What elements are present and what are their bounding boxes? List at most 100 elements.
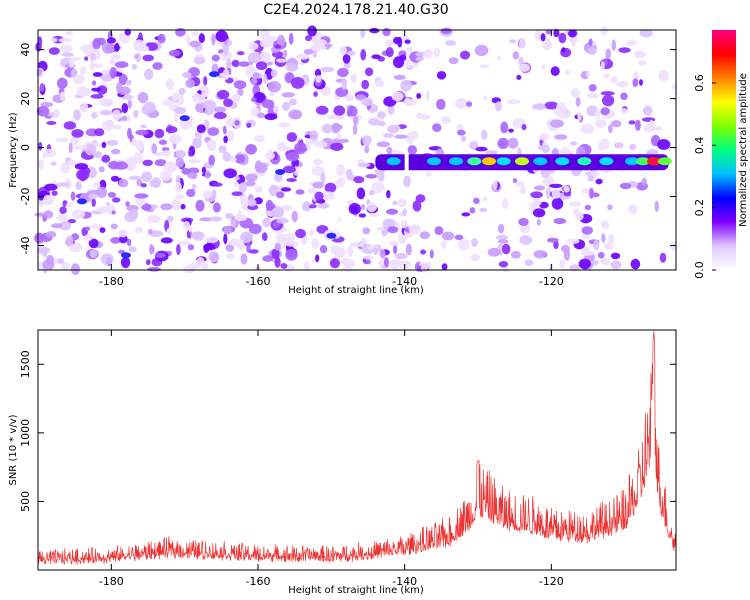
noise-blob — [628, 120, 636, 125]
noise-blob — [69, 243, 83, 253]
noise-blob — [141, 203, 152, 211]
noise-blob — [456, 129, 466, 136]
noise-blob — [286, 132, 298, 142]
noise-blob — [118, 73, 128, 85]
noise-blob — [92, 151, 103, 159]
noise-blob — [337, 217, 342, 222]
noise-blob — [658, 69, 669, 82]
noise-blob — [191, 183, 197, 191]
noise-blob — [157, 33, 166, 44]
noise-blob — [454, 234, 464, 240]
x-tick-label: -140 — [392, 575, 417, 588]
noise-blob — [74, 163, 89, 170]
noise-blob — [600, 220, 610, 230]
noise-blob — [257, 112, 265, 119]
noise-blob — [620, 92, 628, 101]
noise-blob — [101, 42, 115, 54]
y-tick-label: 1000 — [19, 419, 32, 447]
noise-blob — [145, 259, 151, 266]
noise-blob — [89, 249, 98, 258]
noise-blob — [147, 267, 162, 272]
noise-blob — [632, 78, 639, 87]
noise-blob — [497, 239, 509, 244]
noise-blob — [43, 210, 54, 219]
noise-blob — [165, 78, 175, 90]
noise-blob — [121, 252, 131, 259]
noise-blob — [204, 236, 219, 243]
noise-blob — [100, 253, 114, 266]
noise-blob — [336, 176, 346, 188]
noise-blob — [436, 98, 446, 110]
noise-blob — [143, 101, 156, 114]
noise-blob — [420, 114, 431, 120]
noise-blob — [209, 71, 219, 78]
colorbar-tick-label: 0.0 — [693, 261, 706, 279]
noise-blob — [321, 191, 335, 200]
noise-blob — [308, 204, 317, 209]
noise-blob — [475, 146, 488, 152]
noise-blob — [133, 109, 139, 119]
noise-blob — [274, 173, 283, 182]
noise-blob — [101, 69, 109, 75]
colorbar-tick-label: 0.4 — [693, 137, 706, 155]
noise-blob — [94, 128, 105, 137]
noise-blob — [188, 159, 201, 164]
noise-blob — [225, 213, 234, 220]
noise-blob — [262, 255, 274, 262]
noise-blob — [559, 259, 566, 269]
noise-blob — [595, 108, 601, 121]
noise-blob — [137, 92, 149, 104]
noise-blob — [69, 58, 75, 69]
noise-blob — [655, 126, 662, 131]
noise-blob — [230, 220, 237, 228]
noise-blob — [159, 139, 167, 145]
noise-blob — [604, 242, 614, 251]
noise-blob — [212, 182, 223, 187]
noise-blob — [182, 71, 192, 79]
noise-blob — [607, 204, 613, 211]
noise-blob — [570, 88, 581, 98]
snr-x-ticks: -180 -160 -140 -120 — [99, 330, 564, 588]
noise-blob — [337, 67, 349, 78]
noise-blob — [341, 77, 348, 90]
snr-panel: -180 -160 -140 -120 500 1000 1500 Height of s… — [8, 329, 677, 596]
noise-blob — [67, 219, 77, 224]
noise-blob — [60, 261, 70, 270]
noise-blob — [303, 201, 310, 209]
noise-blob — [37, 261, 45, 271]
noise-blob — [545, 29, 552, 35]
noise-blob — [60, 162, 71, 174]
noise-blob — [532, 198, 542, 207]
noise-blob — [629, 143, 637, 151]
noise-blob — [441, 28, 452, 35]
noise-blob — [234, 154, 245, 164]
noise-blob — [88, 238, 99, 249]
noise-blob — [101, 154, 111, 163]
noise-blob — [460, 50, 470, 60]
noise-blob — [125, 201, 130, 207]
noise-blob — [50, 37, 58, 43]
noise-blob — [570, 141, 578, 146]
noise-blob — [473, 197, 480, 204]
noise-blob — [407, 145, 417, 155]
x-tick-label: -120 — [539, 275, 564, 288]
noise-blob — [186, 34, 191, 47]
noise-blob — [671, 83, 678, 90]
noise-blob — [591, 260, 599, 266]
noise-blob — [371, 181, 385, 194]
noise-blob — [348, 203, 361, 215]
noise-blob — [277, 34, 286, 47]
noise-blob — [254, 135, 266, 142]
noise-blob — [140, 183, 147, 188]
spectrogram-x-label: Height of straight line (km) — [288, 285, 424, 296]
noise-blob — [196, 124, 206, 133]
noise-blob — [50, 161, 57, 166]
noise-blob — [563, 185, 570, 193]
noise-blob — [274, 243, 281, 251]
noise-blob — [324, 43, 333, 48]
noise-blob — [347, 245, 354, 258]
noise-blob — [265, 151, 275, 160]
noise-blob — [551, 197, 564, 210]
noise-blob — [376, 226, 385, 231]
noise-blob — [71, 129, 84, 138]
